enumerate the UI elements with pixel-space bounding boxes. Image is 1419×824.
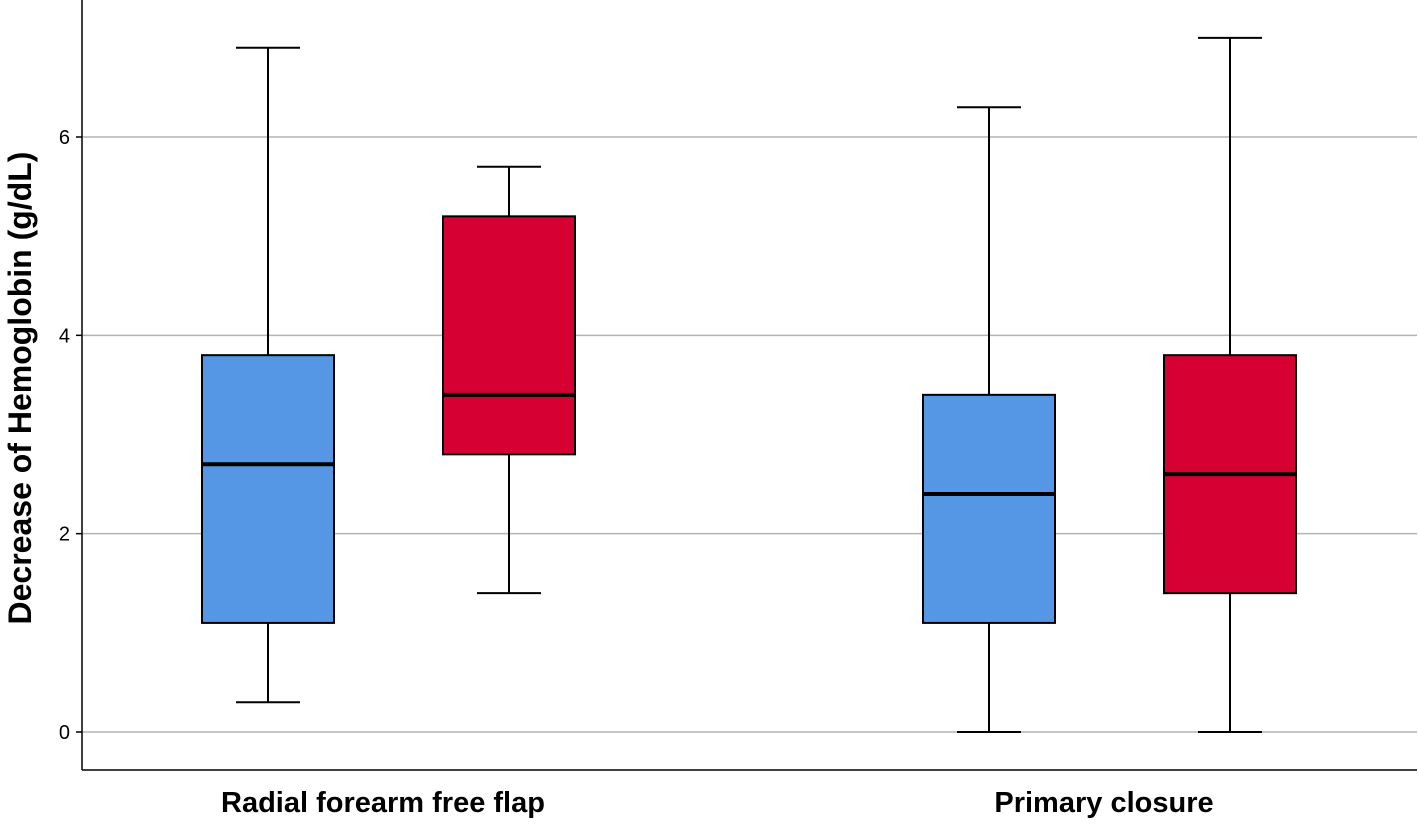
y-ticks: 0 2 4 6 (59, 127, 82, 744)
y-tick-label-2: 2 (59, 524, 70, 546)
x-category-label: Primary closure (994, 787, 1213, 819)
iqr-box (922, 393, 1056, 624)
x-categories: Radial forearm free flap Primary closure (221, 787, 1214, 819)
iqr-box (442, 215, 576, 456)
y-tick-label-0: 0 (59, 722, 70, 744)
iqr-box (201, 354, 335, 624)
box-1-series-1 (201, 46, 335, 704)
y-tick-label-4: 4 (59, 325, 70, 347)
y-axis-title: Decrease of Hemoglobin (g/dL) (2, 152, 38, 625)
box-2-series-1 (922, 106, 1056, 733)
boxes (201, 36, 1297, 733)
y-tick-label-6: 6 (59, 127, 70, 149)
axes (81, 0, 1417, 771)
box-1-series-2 (442, 165, 576, 595)
x-category-label: Radial forearm free flap (221, 787, 545, 819)
box-2-series-2 (1163, 36, 1297, 733)
